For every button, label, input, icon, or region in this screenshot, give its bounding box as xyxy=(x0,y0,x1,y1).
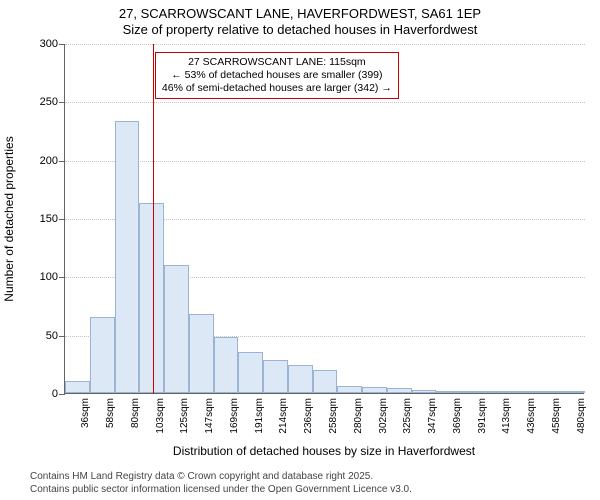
reference-line xyxy=(153,44,154,394)
histogram-bar xyxy=(238,352,263,393)
histogram-chart: Number of detached properties 27 SCARROW… xyxy=(44,44,584,430)
y-tick-label: 150 xyxy=(28,213,58,225)
y-tick-label: 200 xyxy=(28,155,58,167)
gridline xyxy=(65,161,585,162)
histogram-bar xyxy=(511,391,536,393)
y-tick-label: 300 xyxy=(28,38,58,50)
histogram-bar xyxy=(65,381,90,393)
histogram-bar xyxy=(486,391,511,393)
histogram-bar xyxy=(90,317,115,393)
footer-line-2: Contains public sector information licen… xyxy=(30,484,412,497)
marker-callout: 27 SCARROWSCANT LANE: 115sqm ← 53% of de… xyxy=(155,52,399,99)
histogram-bar xyxy=(412,390,437,394)
histogram-bar xyxy=(313,370,338,393)
plot-area: 27 SCARROWSCANT LANE: 115sqm ← 53% of de… xyxy=(64,44,584,394)
y-tick xyxy=(59,161,65,162)
gridline xyxy=(65,102,585,103)
y-tick-label: 100 xyxy=(28,271,58,283)
x-axis-label: Distribution of detached houses by size … xyxy=(64,444,584,458)
histogram-bar xyxy=(387,388,412,393)
histogram-bar xyxy=(362,387,387,393)
y-tick xyxy=(59,102,65,103)
gridline xyxy=(65,44,585,45)
page-title: 27, SCARROWSCANT LANE, HAVERFORDWEST, SA… xyxy=(0,6,600,22)
y-tick xyxy=(59,394,65,395)
histogram-bar xyxy=(560,391,585,393)
y-tick xyxy=(59,277,65,278)
callout-line-3: 46% of semi-detached houses are larger (… xyxy=(162,82,392,95)
histogram-bar xyxy=(337,386,362,393)
histogram-bar xyxy=(436,391,461,393)
attribution-footer: Contains HM Land Registry data © Crown c… xyxy=(30,471,412,496)
y-tick-label: 250 xyxy=(28,96,58,108)
histogram-bar xyxy=(164,265,189,393)
y-tick xyxy=(59,336,65,337)
histogram-bar xyxy=(214,337,239,393)
y-tick xyxy=(59,219,65,220)
footer-line-1: Contains HM Land Registry data © Crown c… xyxy=(30,471,412,484)
histogram-bar xyxy=(461,391,486,393)
histogram-bar xyxy=(535,391,560,393)
callout-line-1: 27 SCARROWSCANT LANE: 115sqm xyxy=(162,56,392,69)
histogram-bar xyxy=(115,121,140,393)
histogram-bar xyxy=(263,360,288,393)
y-tick-label: 50 xyxy=(28,330,58,342)
callout-line-2: ← 53% of detached houses are smaller (39… xyxy=(162,69,392,82)
histogram-bar xyxy=(139,203,164,393)
histogram-bar xyxy=(288,365,313,393)
y-tick xyxy=(59,44,65,45)
page-subtitle: Size of property relative to detached ho… xyxy=(0,22,600,38)
histogram-bar xyxy=(189,314,214,393)
y-tick-label: 0 xyxy=(28,388,58,400)
